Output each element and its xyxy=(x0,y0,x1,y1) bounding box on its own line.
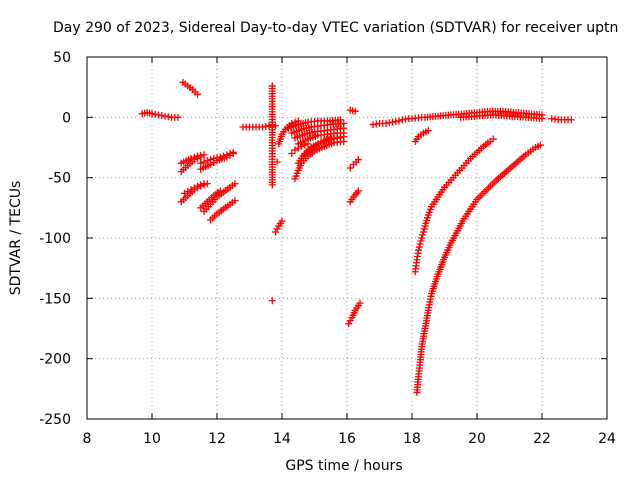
data-point xyxy=(304,140,312,148)
data-point xyxy=(174,113,182,121)
y-tick-label: -200 xyxy=(39,352,71,368)
data-point xyxy=(273,158,281,166)
y-tick-label: -50 xyxy=(48,171,71,187)
data-point xyxy=(418,234,426,242)
data-point xyxy=(187,154,195,162)
data-point xyxy=(203,157,211,165)
data-points xyxy=(138,78,575,396)
data-point xyxy=(194,154,201,162)
data-point xyxy=(415,246,422,254)
data-point xyxy=(340,137,348,145)
x-tick-label: 22 xyxy=(533,431,551,447)
data-point xyxy=(268,181,276,189)
data-point xyxy=(288,150,296,158)
data-point xyxy=(417,237,425,245)
data-point xyxy=(288,119,296,127)
data-point xyxy=(536,141,544,149)
data-point xyxy=(194,182,201,190)
data-point xyxy=(200,180,208,188)
x-tick-label: 8 xyxy=(83,431,92,447)
data-point xyxy=(231,197,239,205)
y-tick-label: -250 xyxy=(39,412,71,428)
y-tick-labels: 50 0 -50 -100 -150 -200 -250 xyxy=(39,50,71,428)
x-tick-labels: 8 10 12 14 16 18 20 22 24 xyxy=(83,431,616,447)
data-point xyxy=(298,142,305,150)
data-point xyxy=(416,240,424,248)
data-point xyxy=(197,181,205,189)
data-point xyxy=(337,134,344,142)
data-point xyxy=(567,116,575,124)
data-point xyxy=(415,243,423,251)
y-tick-label: 50 xyxy=(53,50,71,66)
grid-lines xyxy=(87,57,607,419)
y-tick-label: 0 xyxy=(62,110,71,126)
data-point xyxy=(346,317,354,325)
x-axis-label: GPS time / hours xyxy=(285,458,402,474)
x-tick-label: 14 xyxy=(273,431,291,447)
y-axis-label: SDTVAR / TECUs xyxy=(8,181,24,296)
data-point xyxy=(190,156,198,164)
data-point xyxy=(229,150,237,158)
x-tick-label: 10 xyxy=(143,431,161,447)
y-tick-label: -100 xyxy=(39,231,71,247)
y-tick-label: -150 xyxy=(39,291,71,307)
data-point xyxy=(301,141,309,149)
data-point xyxy=(346,164,354,172)
data-point xyxy=(268,297,276,305)
axis-ticks xyxy=(86,56,608,420)
data-point xyxy=(273,225,281,233)
data-point xyxy=(278,217,286,225)
data-point xyxy=(489,135,497,143)
data-point xyxy=(419,231,427,239)
data-point xyxy=(424,127,432,135)
data-point xyxy=(197,159,205,167)
data-point xyxy=(351,107,359,115)
x-tick-label: 24 xyxy=(598,431,616,447)
data-point xyxy=(395,117,403,125)
x-tick-label: 18 xyxy=(403,431,421,447)
data-point xyxy=(354,187,362,195)
data-point xyxy=(200,158,208,166)
data-point xyxy=(194,90,201,98)
x-tick-label: 12 xyxy=(208,431,226,447)
data-point xyxy=(354,156,362,164)
data-point xyxy=(420,225,428,233)
data-point xyxy=(272,228,279,236)
data-point xyxy=(356,299,364,307)
data-point xyxy=(231,180,239,188)
data-point xyxy=(419,228,427,236)
data-point xyxy=(272,122,279,130)
x-tick-label: 16 xyxy=(338,431,356,447)
x-tick-label: 20 xyxy=(468,431,486,447)
data-point xyxy=(538,115,546,123)
data-point xyxy=(197,153,205,161)
data-point xyxy=(345,320,353,328)
data-point xyxy=(216,187,224,195)
chart-title: Day 290 of 2023, Sidereal Day-to-day VTE… xyxy=(53,20,618,36)
